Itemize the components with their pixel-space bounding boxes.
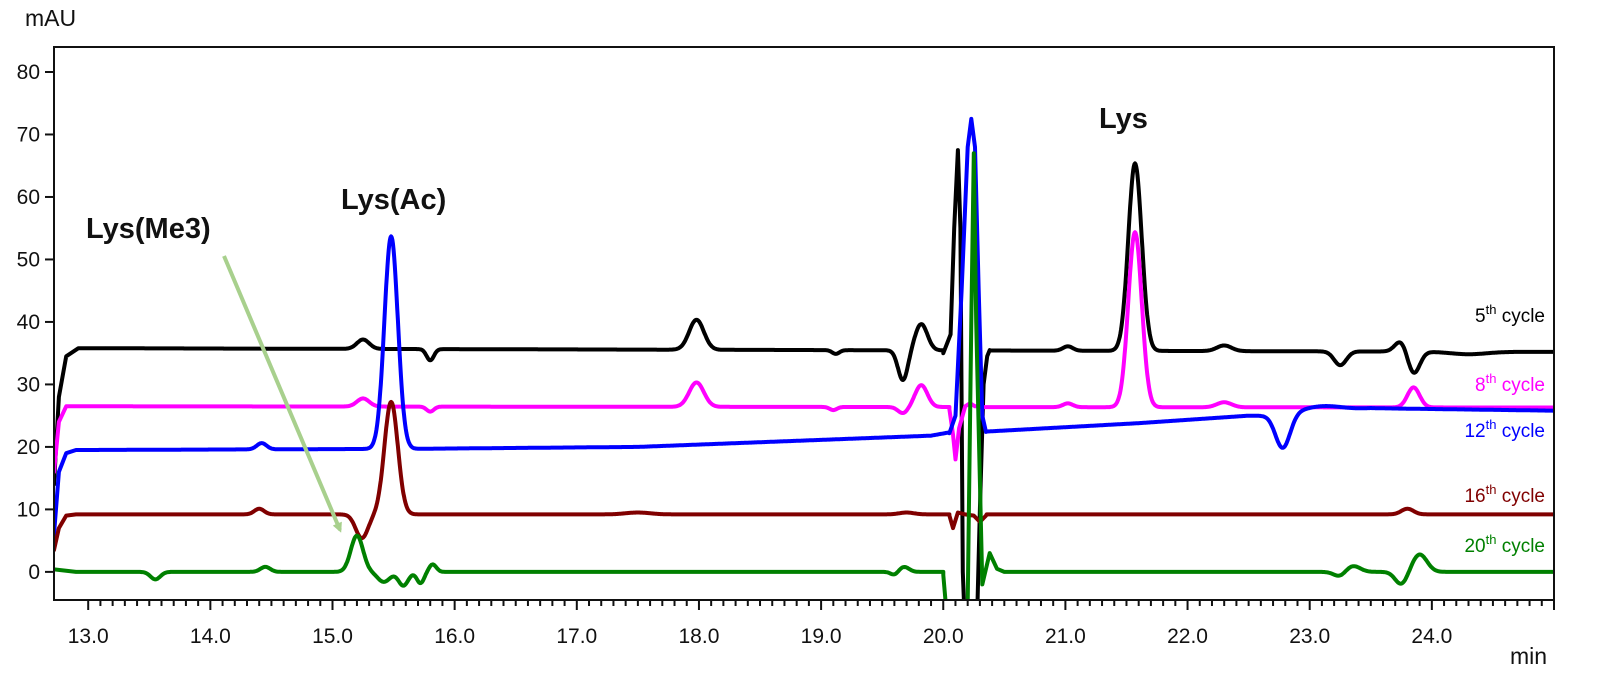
x-tick-label: 21.0 <box>1045 625 1086 648</box>
x-tick-label: 16.0 <box>434 625 475 648</box>
y-tick-label: 60 <box>17 186 40 209</box>
y-tick-label: 70 <box>17 123 40 146</box>
x-tick-label: 13.0 <box>68 625 109 648</box>
x-tick-label: 24.0 <box>1411 625 1452 648</box>
y-tick-label: 40 <box>17 311 40 334</box>
y-axis-unit: mAU <box>25 5 76 31</box>
x-tick-label: 18.0 <box>679 625 720 648</box>
y-tick-label: 50 <box>17 248 40 271</box>
y-tick-label: 20 <box>17 436 40 459</box>
peak-annotations: Lys(Me3) Lys(Ac) Lys <box>86 103 1148 533</box>
trace-20th-cycle <box>54 151 1554 600</box>
trace-layer <box>54 116 1554 600</box>
plot-frame <box>53 46 1555 601</box>
annotation-lys: Lys <box>1099 103 1148 135</box>
legend-entry-5th-cycle: 5th cycle <box>1475 302 1545 327</box>
y-tick-label: 30 <box>17 373 40 396</box>
trace-16th-cycle <box>54 399 1554 552</box>
x-tick-label: 14.0 <box>190 625 231 648</box>
annotation-lys-ac: Lys(Ac) <box>341 184 446 216</box>
legend-entry-20th-cycle: 20th cycle <box>1464 532 1545 557</box>
lys-me3-arrow <box>222 255 342 533</box>
trace-5th-cycle <box>54 148 1554 600</box>
x-tick-label: 20.0 <box>923 625 964 648</box>
x-axis-unit: min <box>1510 643 1547 669</box>
legend: 5th cycle 8th cycle 12th cycle 16th cycle 20… <box>1464 302 1545 557</box>
legend-entry-12th-cycle: 12th cycle <box>1464 417 1545 442</box>
annotation-lys-me3: Lys(Me3) <box>86 213 211 245</box>
x-tick-label: 22.0 <box>1167 625 1208 648</box>
x-tick-label: 19.0 <box>801 625 842 648</box>
y-tick-label: 0 <box>28 561 40 584</box>
legend-entry-16th-cycle: 16th cycle <box>1464 482 1545 507</box>
x-tick-label: 15.0 <box>312 625 353 648</box>
legend-entry-8th-cycle: 8th cycle <box>1475 371 1545 396</box>
trace-12th-cycle <box>54 116 1554 537</box>
x-tick-label: 23.0 <box>1289 625 1330 648</box>
axes: 0 10 20 30 40 50 60 70 80 13.0 14.0 15.0 16.0 17.0 18.… <box>17 61 1555 648</box>
y-tick-label: 80 <box>17 61 40 84</box>
x-tick-label: 17.0 <box>556 625 597 648</box>
y-tick-label: 10 <box>17 498 40 521</box>
